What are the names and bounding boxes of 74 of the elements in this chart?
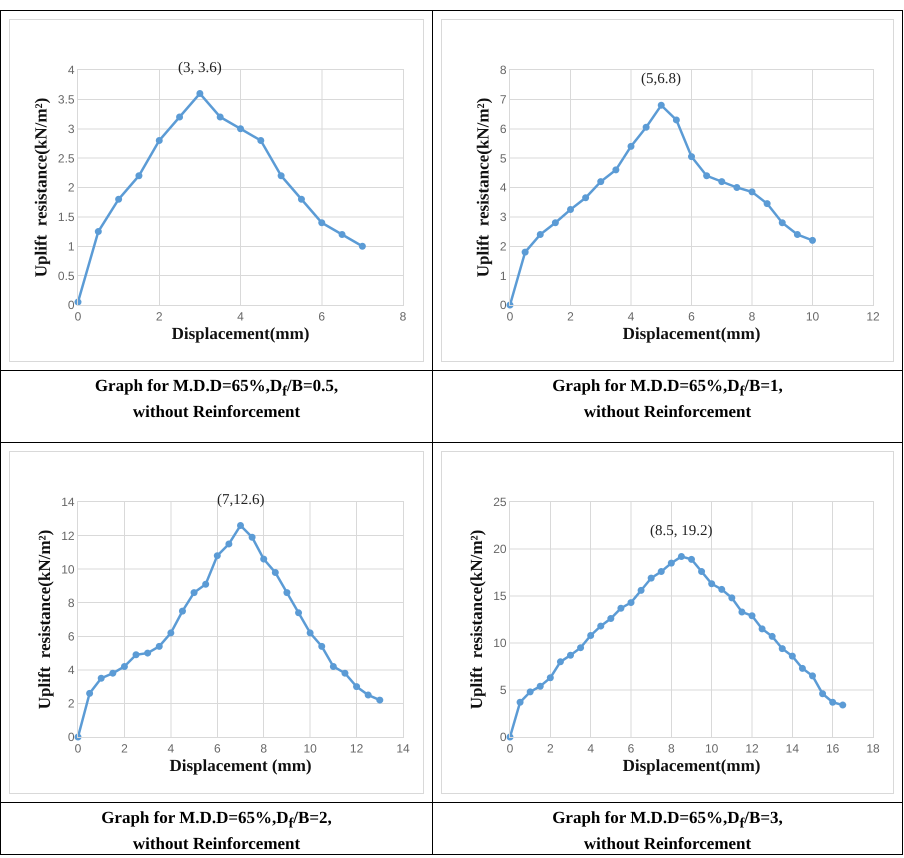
y-axis-title: Uplift resistance(kN/m²) xyxy=(31,98,50,278)
x-tick-label: 2 xyxy=(546,741,554,756)
y-tick-label: 2 xyxy=(68,696,75,711)
y-tick-label: 1 xyxy=(500,268,507,283)
x-axis-title: Displacement (mm) xyxy=(169,756,312,775)
x-tick-label: 16 xyxy=(826,741,840,756)
y-tick-label: 5 xyxy=(500,683,507,698)
x-tick-label: 6 xyxy=(214,741,221,756)
annotation: (3, 3.6) xyxy=(178,60,222,76)
y-tick-label: 20 xyxy=(493,542,507,556)
text: Graph for M.D.D=65%,D$_{f}$/B=1, without Reinforcement xyxy=(433,371,903,443)
x-tick-label: 8 xyxy=(260,741,268,756)
x-axis-title: Displacement(mm) xyxy=(172,324,310,343)
y-tick-label: 1.5 xyxy=(58,210,75,224)
y-tick-label: 3.5 xyxy=(58,92,75,107)
x-tick-label: 6 xyxy=(628,741,635,756)
x-tick-label: 12 xyxy=(866,309,880,324)
x-axis-title: Displacement(mm) xyxy=(622,756,760,775)
x-tick-label: 18 xyxy=(866,741,880,756)
x-tick-label: 8 xyxy=(748,309,756,324)
x-tick-label: 14 xyxy=(786,741,800,756)
x-tick-label: 2 xyxy=(121,741,128,756)
annotation: (5,6.8) xyxy=(641,71,681,87)
x-tick-label: 2 xyxy=(567,309,574,324)
y-tick-label: 2.5 xyxy=(58,151,75,166)
y-tick-label: 0.5 xyxy=(58,268,75,283)
text: Graph for M.D.D=65%,D$_{f}$/B=3, without Reinforcement xyxy=(433,803,903,855)
y-tick-label: 2 xyxy=(500,239,507,254)
text: Graph for M.D.D=65%,D$_{f}$/B=0.5, without Reinforcement xyxy=(1,371,433,443)
x-tick-label: 12 xyxy=(745,741,759,756)
annotation: (7,12.6) xyxy=(217,492,264,508)
y-tick-label: 3 xyxy=(68,122,75,136)
y-tick-label: 0 xyxy=(500,298,507,312)
y-tick-label: 2 xyxy=(68,180,75,195)
y-tick-label: 10 xyxy=(61,562,75,576)
y-tick-label: 5 xyxy=(500,151,507,166)
x-tick-label: 14 xyxy=(396,741,410,756)
y-tick-label: 1 xyxy=(68,239,75,254)
x-tick-label: 10 xyxy=(806,309,820,324)
y-tick-label: 25 xyxy=(493,495,507,510)
x-tick-label: 8 xyxy=(400,309,407,324)
x-tick-label: 4 xyxy=(168,741,175,756)
x-tick-label: 6 xyxy=(318,309,326,324)
x-tick-label: 8 xyxy=(668,741,675,756)
y-tick-label: 14 xyxy=(61,495,75,510)
annotation: (8.5, 19.2) xyxy=(650,523,712,539)
y-tick-label: 0 xyxy=(500,730,507,744)
y-tick-label: 12 xyxy=(61,528,75,543)
y-tick-label: 0 xyxy=(68,298,75,312)
y-axis-title: Uplift resistance(kN/m²) xyxy=(34,530,54,710)
y-tick-label: 6 xyxy=(68,629,75,644)
x-tick-label: 4 xyxy=(587,741,594,756)
y-axis-title: Uplift resistance(kN/m²) xyxy=(473,98,492,278)
x-tick-label: 2 xyxy=(156,309,163,324)
x-tick-label: 4 xyxy=(237,309,244,324)
y-tick-label: 4 xyxy=(68,663,75,678)
y-tick-label: 8 xyxy=(500,63,507,78)
text: Graph for M.D.D=65%,D$_{f}$/B=2, without Reinforcement xyxy=(1,803,433,855)
y-tick-label: 7 xyxy=(500,92,507,107)
y-tick-label: 10 xyxy=(493,636,507,650)
y-tick-label: 3 xyxy=(500,210,507,224)
x-tick-label: 6 xyxy=(688,309,696,324)
y-tick-label: 4 xyxy=(68,63,75,78)
y-tick-label: 6 xyxy=(500,122,507,136)
y-tick-label: 8 xyxy=(68,596,75,610)
y-tick-label: 0 xyxy=(68,730,75,744)
x-axis-title: Displacement(mm) xyxy=(622,324,760,343)
x-tick-label: 12 xyxy=(350,741,364,756)
x-tick-label: 4 xyxy=(628,309,635,324)
y-tick-label: 4 xyxy=(500,180,507,195)
x-tick-label: 10 xyxy=(303,741,318,756)
y-tick-label: 15 xyxy=(493,589,507,604)
x-tick-label: 10 xyxy=(704,741,719,756)
y-axis-title: Uplift resistance(kN/m²) xyxy=(466,530,486,710)
